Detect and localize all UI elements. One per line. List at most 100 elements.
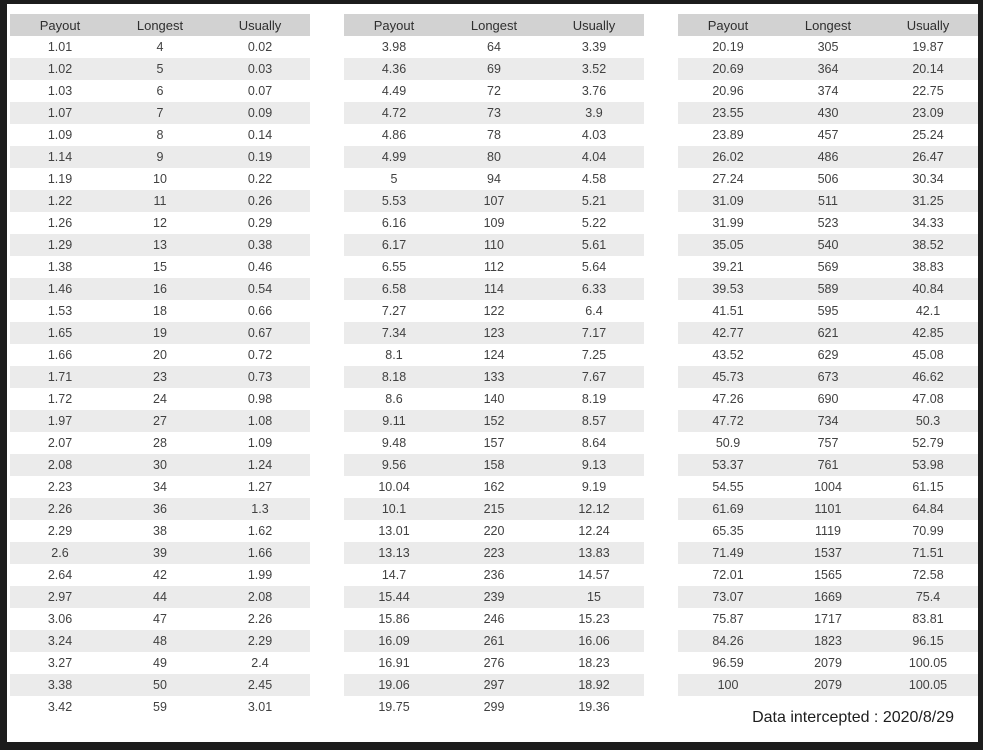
cell-usually: 72.58 bbox=[912, 568, 944, 582]
cell-payout: 1.26 bbox=[47, 216, 73, 230]
table-row: 26.02 486 26.47 bbox=[678, 146, 978, 168]
cell-longest: 305 bbox=[817, 40, 839, 54]
cell-longest: 27 bbox=[153, 414, 167, 428]
col-header-longest: Longest bbox=[136, 17, 184, 33]
cell-longest: 506 bbox=[817, 172, 839, 186]
cell-payout: 27.24 bbox=[712, 172, 744, 186]
cell-longest: 246 bbox=[483, 612, 505, 626]
table-row: 2.23 34 1.27 bbox=[10, 476, 310, 498]
cell-usually: 8.64 bbox=[581, 436, 607, 450]
cell-payout: 31.09 bbox=[712, 194, 744, 208]
cell-usually: 23.09 bbox=[912, 106, 944, 120]
table-row: 13.01 220 12.24 bbox=[344, 520, 644, 542]
cell-longest: 23 bbox=[153, 370, 167, 384]
cell-longest: 629 bbox=[817, 348, 839, 362]
table-row: 1.53 18 0.66 bbox=[10, 300, 310, 322]
cell-usually: 1.3 bbox=[251, 502, 269, 516]
cell-usually: 3.9 bbox=[585, 106, 603, 120]
cell-longest: 28 bbox=[153, 436, 167, 450]
cell-longest: 457 bbox=[817, 128, 839, 142]
cell-payout: 2.29 bbox=[47, 524, 73, 538]
table-row: 1.26 12 0.29 bbox=[10, 212, 310, 234]
cell-payout: 20.19 bbox=[712, 40, 744, 54]
table-row: 3.24 48 2.29 bbox=[10, 630, 310, 652]
cell-usually: 20.14 bbox=[912, 62, 944, 76]
table-row: 2.07 28 1.09 bbox=[10, 432, 310, 454]
cell-payout: 50.9 bbox=[715, 436, 741, 450]
cell-longest: 157 bbox=[483, 436, 505, 450]
cell-payout: 2.64 bbox=[47, 568, 73, 582]
cell-usually: 75.4 bbox=[915, 590, 941, 604]
cell-usually: 0.26 bbox=[247, 194, 273, 208]
cell-longest: 10 bbox=[153, 172, 167, 186]
table-row: 16.91 276 18.23 bbox=[344, 652, 644, 674]
cell-usually: 3.76 bbox=[581, 84, 607, 98]
table-row: 1.65 19 0.67 bbox=[10, 322, 310, 344]
cell-payout: 42.77 bbox=[712, 326, 744, 340]
cell-payout: 4.49 bbox=[381, 84, 407, 98]
cell-usually: 1.99 bbox=[247, 568, 273, 582]
cell-payout: 1.22 bbox=[47, 194, 73, 208]
cell-usually: 15.23 bbox=[578, 612, 610, 626]
cell-payout: 100 bbox=[717, 678, 739, 692]
table-row: 19.75 299 19.36 bbox=[344, 696, 644, 718]
cell-longest: 123 bbox=[483, 326, 505, 340]
table-body: 3.98 64 3.39 4.36 69 3.52 4.49 72 3.76 4.72 73 3.9 4… bbox=[344, 36, 644, 718]
cell-payout: 13.13 bbox=[378, 546, 410, 560]
table-row: 31.09 511 31.25 bbox=[678, 190, 978, 212]
table-row: 75.87 1717 83.81 bbox=[678, 608, 978, 630]
cell-longest: 18 bbox=[153, 304, 167, 318]
cell-longest: 72 bbox=[487, 84, 501, 98]
table-row: 1.22 11 0.26 bbox=[10, 190, 310, 212]
table-row: 2.08 30 1.24 bbox=[10, 454, 310, 476]
cell-usually: 3.01 bbox=[247, 700, 273, 714]
cell-longest: 38 bbox=[153, 524, 167, 538]
cell-usually: 1.24 bbox=[247, 458, 273, 472]
cell-payout: 53.37 bbox=[712, 458, 744, 472]
cell-payout: 1.72 bbox=[47, 392, 73, 406]
cell-longest: 39 bbox=[153, 546, 167, 560]
table-row: 73.07 1669 75.4 bbox=[678, 586, 978, 608]
col-header-longest: Longest bbox=[804, 17, 852, 33]
cell-payout: 39.21 bbox=[712, 260, 744, 274]
cell-usually: 15 bbox=[587, 590, 601, 604]
cell-usually: 14.57 bbox=[578, 568, 610, 582]
cell-usually: 3.52 bbox=[581, 62, 607, 76]
cell-usually: 100.05 bbox=[908, 656, 948, 670]
cell-payout: 3.98 bbox=[381, 40, 407, 54]
cell-payout: 72.01 bbox=[712, 568, 744, 582]
cell-longest: 64 bbox=[487, 40, 501, 54]
cell-usually: 6.4 bbox=[585, 304, 603, 318]
table-row: 45.73 673 46.62 bbox=[678, 366, 978, 388]
col-header-payout: Payout bbox=[707, 17, 749, 33]
table-row: 1.01 4 0.02 bbox=[10, 36, 310, 58]
table-row: 7.27 122 6.4 bbox=[344, 300, 644, 322]
cell-usually: 1.27 bbox=[247, 480, 273, 494]
cell-payout: 19.75 bbox=[378, 700, 410, 714]
table-row: 35.05 540 38.52 bbox=[678, 234, 978, 256]
table-header: Payout Longest Usually bbox=[678, 14, 978, 36]
table-row: 54.55 1004 61.15 bbox=[678, 476, 978, 498]
cell-usually: 26.47 bbox=[912, 150, 944, 164]
table-row: 10.1 215 12.12 bbox=[344, 498, 644, 520]
cell-longest: 374 bbox=[817, 84, 839, 98]
cell-usually: 1.62 bbox=[247, 524, 273, 538]
cell-payout: 9.48 bbox=[381, 436, 407, 450]
table-row: 15.44 239 15 bbox=[344, 586, 644, 608]
cell-payout: 2.6 bbox=[51, 546, 69, 560]
cell-payout: 3.42 bbox=[47, 700, 73, 714]
table-row: 1.72 24 0.98 bbox=[10, 388, 310, 410]
cell-usually: 0.29 bbox=[247, 216, 273, 230]
table-row: 2.26 36 1.3 bbox=[10, 498, 310, 520]
cell-longest: 124 bbox=[483, 348, 505, 362]
table-row: 6.16 109 5.22 bbox=[344, 212, 644, 234]
tables-row: Payout Longest Usually 1.01 4 0.02 1.02 5 0.0… bbox=[7, 4, 978, 718]
cell-longest: 12 bbox=[153, 216, 167, 230]
table-row: 84.26 1823 96.15 bbox=[678, 630, 978, 652]
cell-usually: 0.09 bbox=[247, 106, 273, 120]
cell-payout: 31.99 bbox=[712, 216, 744, 230]
cell-longest: 1537 bbox=[814, 546, 842, 560]
cell-usually: 9.19 bbox=[581, 480, 607, 494]
cell-payout: 9.56 bbox=[381, 458, 407, 472]
cell-payout: 19.06 bbox=[378, 678, 410, 692]
